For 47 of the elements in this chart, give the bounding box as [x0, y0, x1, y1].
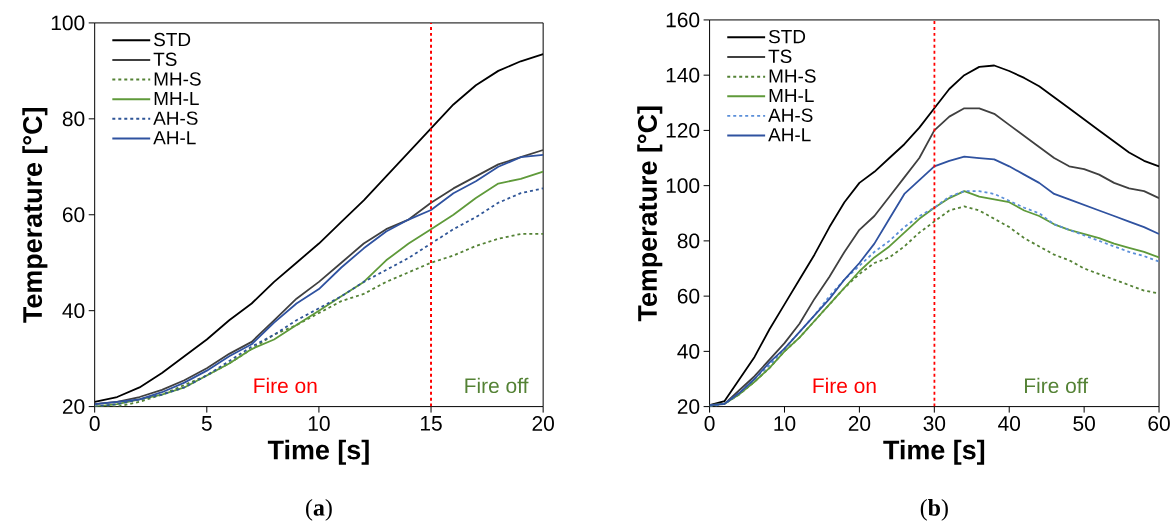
x-tick-label: 60	[1148, 416, 1170, 431]
y-tick-label: 40	[677, 343, 700, 359]
x-tick-label: 50	[1073, 416, 1095, 431]
x-tick-label: 40	[998, 416, 1021, 431]
y-tick-label: 140	[666, 67, 700, 83]
x-tick-label: 10	[308, 416, 330, 431]
x-tick-label: 5	[201, 416, 212, 431]
x-tick-label: 20	[848, 416, 871, 431]
x-tick-label: 15	[420, 416, 442, 431]
legend-label: AH-L	[768, 128, 811, 142]
y-tick-label: 60	[62, 207, 85, 223]
legend-label: TS	[153, 52, 177, 66]
annotation: Fire off	[465, 377, 529, 394]
y-tick-label: 100	[666, 178, 700, 193]
x-tick-label: 10	[774, 416, 796, 431]
y-tick-label: 100	[51, 15, 85, 31]
y-tick-label: 80	[677, 233, 700, 249]
annotation: Fire off	[1025, 377, 1089, 394]
y-tick-label: 20	[62, 399, 85, 414]
y-tick-label: 80	[62, 111, 85, 127]
legend-label: AH-L	[153, 131, 196, 145]
x-tick-label: 0	[704, 416, 715, 431]
text: (a)	[306, 498, 332, 521]
x-axis-title: Time [s]	[883, 439, 985, 465]
legend-label: STD	[768, 29, 806, 44]
y-axis-title: Temperature [°C]	[637, 106, 663, 322]
x-tick-label: 30	[923, 416, 946, 431]
text: (b)	[920, 498, 948, 521]
legend-label: STD	[154, 32, 191, 47]
x-tick-label: 20	[532, 416, 554, 431]
legend-label: MH-S	[154, 72, 201, 86]
legend-label: TS	[768, 49, 792, 63]
y-tick-label: 20	[677, 399, 700, 414]
legend-label: AH-S	[153, 111, 198, 125]
annotation: Fire on	[813, 377, 876, 394]
x-axis-title: Time [s]	[267, 439, 369, 465]
x-tick-label: 0	[89, 416, 100, 431]
y-axis-title: Temperature [°C]	[22, 107, 48, 323]
y-tick-label: 60	[677, 288, 700, 304]
legend-label: MH-L	[769, 88, 814, 102]
y-tick-label: 40	[62, 303, 85, 318]
legend-label: MH-L	[154, 91, 199, 105]
y-tick-label: 120	[666, 122, 700, 138]
y-tick-label: 160	[666, 12, 700, 28]
legend-label: MH-S	[769, 69, 816, 83]
annotation: Fire on	[254, 377, 317, 394]
legend-label: AH-S	[768, 108, 813, 122]
